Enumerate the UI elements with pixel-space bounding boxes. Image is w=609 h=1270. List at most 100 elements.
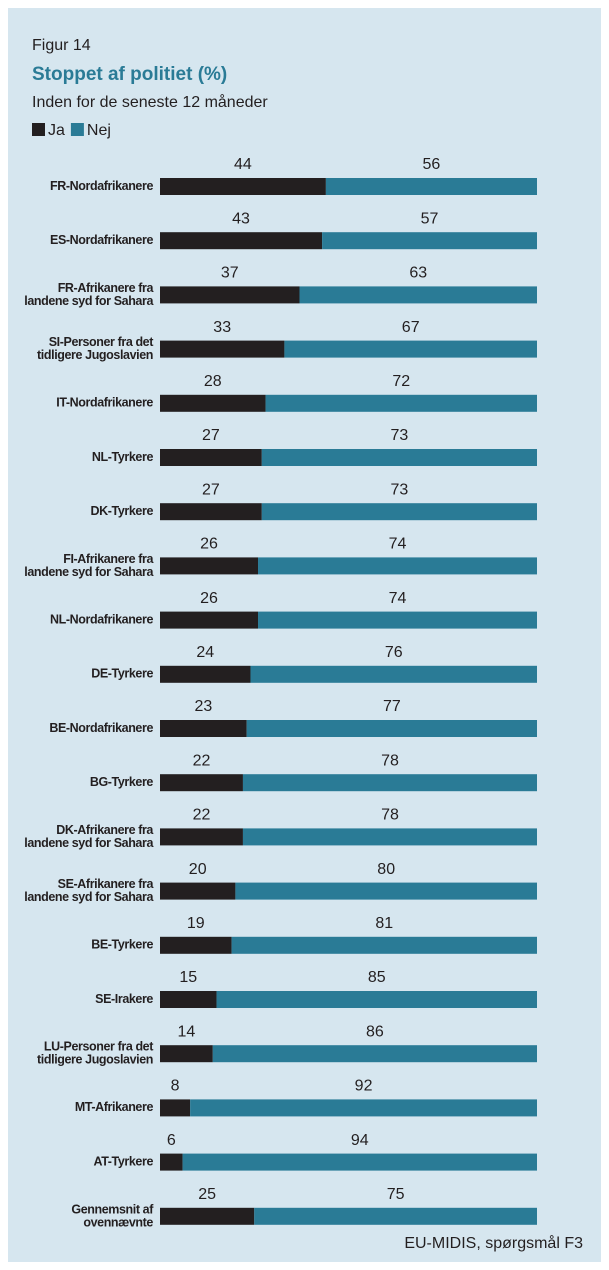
category-label: DK-Tyrkere	[91, 504, 154, 518]
value-label: 56	[423, 156, 441, 173]
value-label: 27	[202, 481, 220, 498]
value-label: 75	[387, 1186, 405, 1203]
category-label: FI-Afrikanere fra landene syd for Sahara	[24, 552, 154, 579]
value-label: 22	[193, 752, 211, 769]
source: EU-MIDIS, spørgsmål F3	[404, 1234, 583, 1252]
legend-swatch	[32, 123, 45, 136]
bar-segment	[242, 828, 537, 846]
category-label: AT-Tyrkere	[94, 1154, 154, 1168]
value-label: 24	[196, 644, 214, 661]
category-label: LU-Personer fra det tidligere Jugoslavien	[37, 1040, 154, 1067]
bar-segment	[254, 1207, 537, 1225]
value-label: 28	[204, 373, 222, 390]
value-label: 33	[213, 319, 231, 336]
value-label: 76	[385, 644, 403, 661]
value-label: 8	[171, 1078, 180, 1095]
bar-segment	[265, 394, 537, 412]
bar-segment	[160, 286, 300, 304]
value-label: 22	[193, 807, 211, 824]
bar-segment	[160, 774, 243, 792]
category-label: DK-Afrikanere fra landene syd for Sahara	[24, 823, 154, 850]
value-label: 44	[234, 156, 252, 173]
value-label: 67	[402, 319, 420, 336]
value-label: 78	[381, 752, 399, 769]
figure-number: Figur 14	[32, 37, 91, 54]
bar-segment	[160, 340, 285, 358]
value-label: 63	[409, 265, 427, 282]
category-label: NL-Tyrkere	[92, 450, 154, 464]
value-label: 72	[392, 373, 410, 390]
bar-segment	[160, 178, 326, 195]
category-label: BG-Tyrkere	[90, 775, 154, 789]
bar-segment	[284, 340, 537, 358]
bar-segment	[160, 503, 262, 521]
bar-segment	[160, 991, 217, 1008]
chart-subtitle: Inden for de seneste 12 måneder	[32, 93, 268, 111]
category-label: DE-Tyrkere	[91, 667, 153, 681]
value-label: 74	[389, 536, 407, 553]
bar-segment	[160, 232, 323, 250]
bar-segment	[160, 1099, 191, 1117]
bar-segment	[258, 611, 537, 629]
value-label: 37	[221, 265, 239, 282]
bar-segment	[261, 449, 537, 466]
bar-segment	[160, 611, 259, 629]
value-label: 43	[232, 210, 250, 227]
panel	[8, 8, 601, 1262]
value-label: 81	[375, 915, 393, 932]
category-label: FR-Nordafrikanere	[50, 179, 153, 193]
bar-segment	[160, 720, 247, 737]
value-label: 85	[368, 969, 386, 986]
legend-label: Nej	[87, 122, 111, 139]
value-label: 25	[198, 1186, 216, 1203]
bar-segment	[160, 828, 243, 846]
value-label: 26	[200, 536, 218, 553]
chart-title: Stoppet af politiet (%)	[32, 64, 227, 85]
value-label: 74	[389, 590, 407, 607]
bar-segment	[160, 557, 259, 575]
bar-segment	[160, 449, 262, 466]
category-label: SI-Personer fra det tidligere Jugoslavien	[37, 335, 154, 362]
value-label: 6	[167, 1132, 176, 1149]
value-label: 19	[187, 915, 205, 932]
bar-segment	[322, 232, 537, 250]
bar-segment	[235, 882, 537, 900]
bar-segment	[216, 991, 538, 1008]
value-label: 20	[189, 861, 207, 878]
category-label: NL-Nordafrikanere	[50, 612, 153, 626]
category-label: ES-Nordafrikanere	[50, 233, 153, 247]
bar-segment	[160, 1153, 183, 1171]
bar-segment	[246, 720, 537, 737]
value-label: 57	[421, 210, 439, 227]
bar-segment	[160, 1045, 213, 1063]
value-label: 78	[381, 807, 399, 824]
legend-label: Ja	[48, 122, 65, 139]
value-label: 94	[351, 1132, 369, 1149]
category-label: MT-Afrikanere	[75, 1100, 154, 1114]
bar-segment	[325, 178, 537, 195]
value-label: 23	[194, 698, 212, 715]
value-label: 86	[366, 1023, 384, 1040]
bar-segment	[250, 665, 538, 683]
value-label: 73	[390, 427, 408, 444]
category-label: FR-Afrikanere fra landene syd for Sahara	[24, 281, 154, 308]
bar-segment	[160, 665, 251, 683]
value-label: 80	[377, 861, 395, 878]
bar-segment	[182, 1153, 537, 1171]
category-label: SE-Afrikanere fra landene syd for Sahara	[24, 877, 154, 904]
bar-segment	[160, 1207, 255, 1225]
value-label: 14	[177, 1023, 195, 1040]
bar-segment	[160, 394, 266, 412]
bar-segment	[261, 503, 537, 521]
value-label: 77	[383, 698, 401, 715]
category-label: SE-Irakere	[95, 992, 153, 1006]
bar-segment	[258, 557, 537, 575]
value-label: 92	[355, 1078, 373, 1095]
bar-segment	[299, 286, 537, 304]
value-label: 15	[179, 969, 197, 986]
value-label: 73	[390, 481, 408, 498]
bar-segment	[160, 936, 232, 954]
legend-swatch	[70, 123, 84, 136]
value-label: 26	[200, 590, 218, 607]
